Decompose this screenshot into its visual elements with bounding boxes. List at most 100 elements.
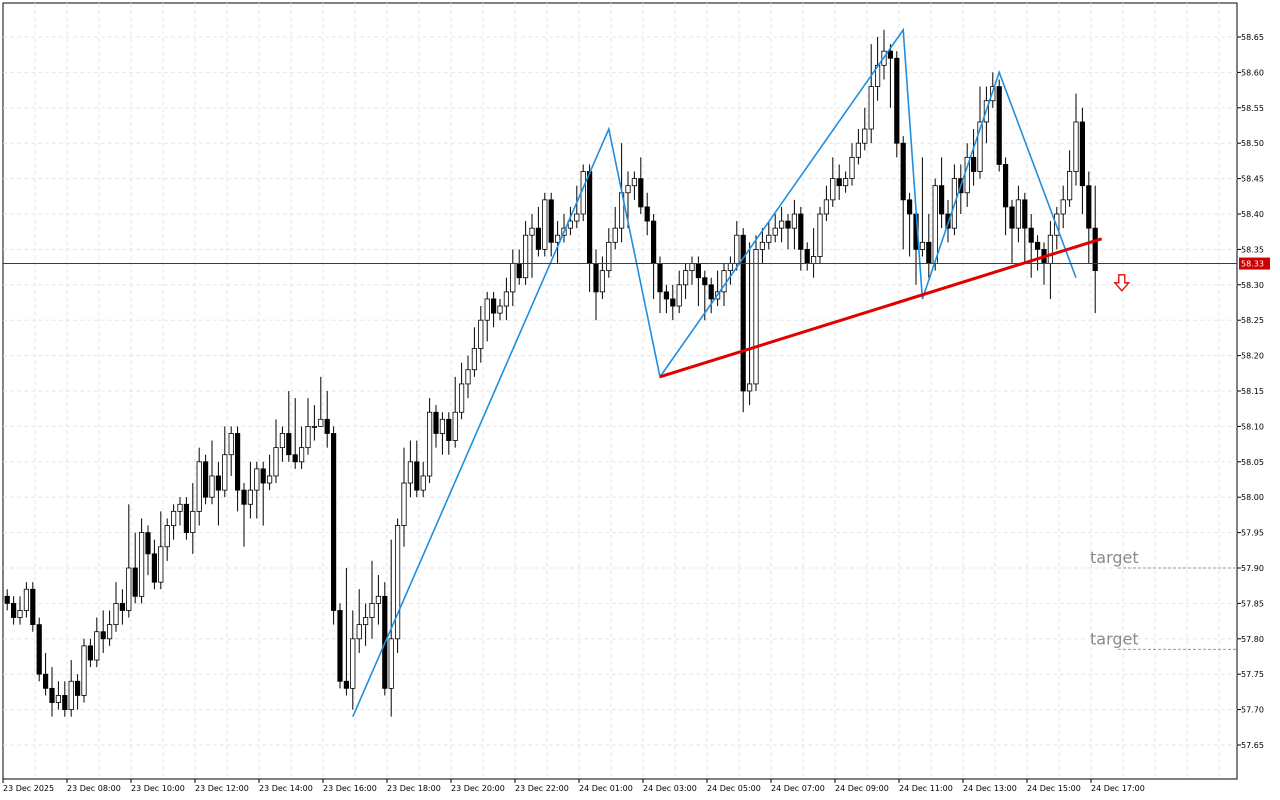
candle-bull [362,617,369,626]
candle-bull [862,128,868,144]
candle-bear [241,489,247,505]
candle-bear [414,461,420,491]
candle-bear [907,199,913,215]
candle-bull [81,645,87,696]
candle-bull [254,468,260,491]
candle-bull [1073,121,1079,172]
candle-bull [350,638,356,689]
candle-bear [234,433,241,491]
candle-bear [1035,241,1041,250]
candle-bull [510,263,516,293]
candle-bull [369,603,375,618]
x-tick-label: 23 Dec 2025 [3,784,54,793]
candle-bear [798,213,804,250]
candle-bull [612,227,618,243]
candle-bull [426,411,433,477]
candle-bull [1047,234,1053,264]
candle-bull [196,461,202,512]
candle-bull [625,185,631,194]
candle-bull [830,178,836,201]
candle-bear [36,624,42,675]
y-tick-label: 57.95 [1241,529,1264,538]
y-tick-label: 58.35 [1241,245,1264,254]
candle-bull [932,185,938,264]
candle-bull [683,270,689,286]
x-tick-label: 24 Dec 05:00 [707,784,761,793]
candle-bull [126,567,132,611]
x-tick-label: 24 Dec 15:00 [1027,784,1081,793]
candle-bear [30,588,36,626]
candle-bear [593,263,599,293]
x-tick-label: 23 Dec 14:00 [259,784,313,793]
pattern-overlay [352,27,1131,717]
y-tick-label: 58.00 [1241,493,1264,502]
y-axis: 58.65 58.60 58.55 58.50 58.45 58.40 58.35 58.30… [1237,33,1264,750]
candle-bear [887,50,894,59]
x-tick-label: 23 Dec 08:00 [67,784,121,793]
candle-bull [529,227,535,236]
candle-bull [394,525,401,640]
candle-bull [484,298,490,321]
candle-bear [785,220,791,229]
candle-bear [638,178,644,208]
candle-bear [183,503,189,533]
candle-bear [926,241,932,264]
candle-bull [401,482,407,526]
candle-bear [100,631,106,640]
candle-bull [523,234,529,279]
candle-bear [202,461,209,498]
candle-bull [458,383,465,413]
candle-bear [740,234,746,392]
x-tick-label: 24 Dec 09:00 [835,784,889,793]
y-tick-label: 58.45 [1241,175,1264,184]
candle-bull [823,199,830,215]
candle-bull [478,319,484,349]
y-tick-label: 57.65 [1241,741,1264,750]
candle-bull [779,220,785,229]
candle-bear [215,475,221,491]
candle-bull [977,121,983,172]
candle-bull [471,348,478,371]
candle-bear [260,468,266,484]
candle-bull [266,475,273,484]
candle-bear [663,291,670,300]
candle-bull [407,461,414,484]
x-tick-label: 24 Dec 07:00 [771,784,825,793]
candle-bear [651,220,657,264]
y-tick-label: 58.55 [1241,104,1264,113]
candle-bear [490,298,497,314]
price-tag-label: 58.33 [1241,260,1264,269]
x-tick-label: 23 Dec 22:00 [515,784,569,793]
candle-bull [567,220,574,229]
y-tick-label: 58.05 [1241,458,1264,467]
candle-bull [318,418,324,427]
candle-bull [631,178,638,187]
candle-bear [49,687,55,703]
grid [3,3,1237,779]
candle-bull [68,680,74,711]
zigzag-line [352,27,1077,717]
candle-bear [1086,185,1092,229]
candle-bull [497,305,503,314]
candle-bear [10,603,17,618]
candle-bull [855,142,862,158]
candle-bull [868,86,874,130]
candle-bear [670,298,676,307]
candle-bear [119,603,125,611]
y-tick-label: 58.40 [1241,210,1264,219]
candle-bull [734,234,740,264]
candle-bear [337,610,343,682]
candle-bear [1028,227,1034,243]
candle-bear [1022,199,1028,229]
candle-bear [548,199,554,243]
current-price-line: 58.33 [3,257,1270,270]
candle-bear [657,263,663,293]
candle-bear [894,57,900,144]
candle-bull [1067,171,1073,201]
candle-bull [375,595,382,604]
candle-bull [574,213,580,222]
y-tick-label: 57.70 [1241,706,1264,715]
candle-bull [747,383,753,392]
candle-bear [971,156,977,172]
